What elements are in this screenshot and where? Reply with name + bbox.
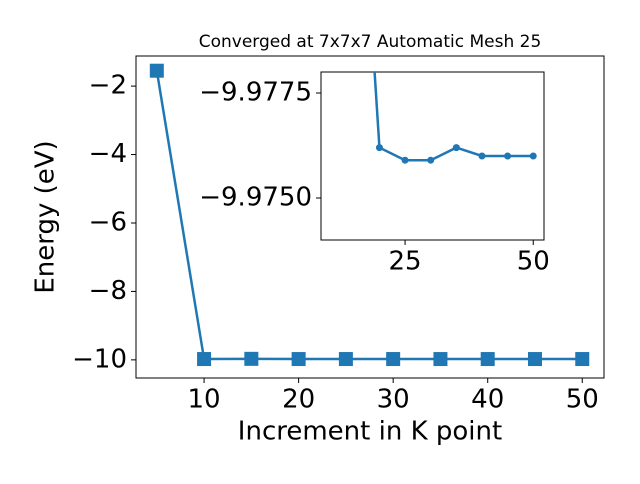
y-axis-label: Energy (eV)	[31, 140, 61, 293]
x-tick-label: 40	[471, 385, 504, 415]
y-tick-label: −9.9750	[199, 183, 312, 213]
marker	[375, 144, 383, 152]
marker	[527, 352, 542, 367]
x-tick-label: 30	[377, 385, 410, 415]
y-tick-label: −6	[89, 207, 127, 237]
marker	[244, 351, 259, 366]
x-tick-label: 25	[389, 247, 422, 277]
y-tick-label: −10	[72, 344, 127, 374]
marker	[433, 352, 448, 367]
marker	[427, 156, 435, 164]
x-tick-label: 50	[517, 247, 550, 277]
y-tick-label: −4	[89, 139, 127, 169]
marker	[529, 152, 537, 160]
marker	[197, 352, 212, 367]
marker	[338, 352, 353, 367]
y-tick-label: −8	[89, 276, 127, 306]
chart-title: Converged at 7x7x7 Automatic Mesh 25	[199, 32, 542, 52]
marker	[452, 144, 460, 152]
data-line	[155, 70, 583, 361]
x-tick-label: 50	[566, 385, 599, 415]
marker	[504, 152, 512, 160]
plot-content	[149, 63, 590, 367]
marker	[386, 352, 401, 367]
marker	[478, 152, 486, 160]
y-tick-label: −2	[89, 71, 127, 101]
x-tick-label: 20	[282, 385, 315, 415]
plot-content	[373, 72, 537, 164]
marker	[575, 352, 590, 367]
marker	[291, 352, 306, 367]
marker	[401, 156, 409, 164]
data-line	[373, 72, 534, 162]
x-tick-label: 10	[188, 385, 221, 415]
y-tick-label: −9.9775	[199, 78, 312, 108]
marker	[149, 63, 164, 78]
x-axis-label: Increment in K point	[238, 417, 502, 447]
marker	[480, 352, 495, 367]
